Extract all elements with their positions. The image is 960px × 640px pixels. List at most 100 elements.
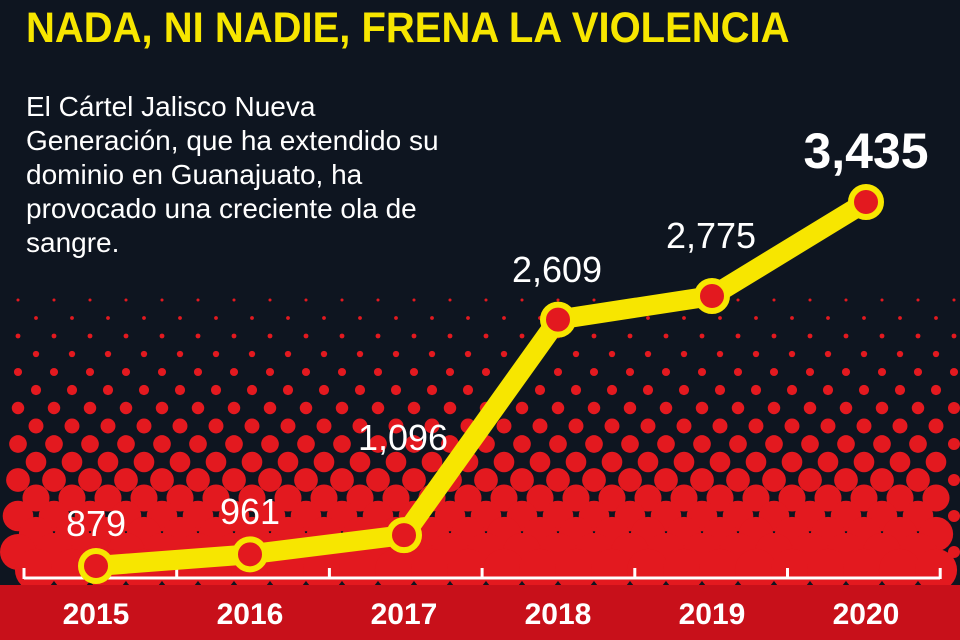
halftone-dot: [634, 484, 662, 512]
halftone-dot: [770, 548, 814, 592]
halftone-dot: [949, 367, 959, 377]
halftone-dot: [153, 435, 171, 453]
halftone-dot: [205, 451, 227, 473]
halftone-dot: [568, 418, 584, 434]
halftone-dot: [16, 298, 20, 302]
halftone-dot: [915, 333, 921, 339]
halftone-dot: [409, 367, 419, 377]
halftone-dot: [302, 548, 346, 592]
halftone-dot: [534, 384, 546, 396]
halftone-dot: [142, 316, 146, 320]
halftone-dot: [928, 418, 944, 434]
halftone-dot: [844, 298, 848, 302]
halftone-dot: [238, 484, 266, 512]
halftone-dot: [911, 401, 925, 415]
halftone-dot: [369, 435, 387, 453]
halftone-dot: [582, 468, 606, 492]
halftone-dot: [589, 367, 599, 377]
halftone-dot: [500, 350, 508, 358]
halftone-dot: [337, 367, 347, 377]
halftone-dot: [318, 384, 330, 396]
halftone-dot: [842, 548, 886, 592]
halftone-dot: [716, 350, 724, 358]
halftone-dot: [886, 484, 914, 512]
halftone-dot: [322, 316, 326, 320]
halftone-dot: [117, 435, 135, 453]
halftone-dot: [676, 418, 692, 434]
halftone-dot: [265, 367, 275, 377]
halftone-dot: [875, 401, 889, 415]
halftone-dot: [608, 350, 616, 358]
halftone-dot: [623, 401, 637, 415]
halftone-dot: [896, 350, 904, 358]
halftone-dot: [284, 350, 292, 358]
halftone-dot: [801, 435, 819, 453]
halftone-dot: [706, 484, 734, 512]
halftone-dot: [42, 468, 66, 492]
halftone-dot: [709, 451, 731, 473]
halftone-dot: [320, 350, 328, 358]
halftone-dot: [136, 418, 152, 434]
halftone-dot: [948, 474, 960, 486]
halftone-dot: [862, 316, 866, 320]
data-point: [232, 536, 268, 573]
halftone-dot: [735, 333, 741, 339]
halftone-dot: [454, 484, 482, 512]
halftone-dot: [25, 451, 47, 473]
halftone-dot: [191, 401, 205, 415]
halftone-dot: [640, 418, 656, 434]
series-line: [86, 192, 876, 576]
halftone-dot: [466, 316, 470, 320]
halftone-dot: [892, 418, 908, 434]
halftone-dot: [626, 548, 670, 592]
halftone-dot: [662, 548, 706, 592]
halftone-dot: [824, 350, 832, 358]
x-axis: 2015 2016 2017 2018 2019 2020: [22, 568, 942, 631]
halftone-dot: [97, 451, 119, 473]
halftone-dot: [210, 384, 222, 396]
halftone-dot: [695, 401, 709, 415]
halftone-dot: [297, 435, 315, 453]
halftone-dot: [808, 298, 812, 302]
halftone-dot: [388, 418, 404, 434]
halftone-dot: [114, 468, 138, 492]
halftone-dot: [745, 451, 767, 473]
halftone-dot: [878, 548, 922, 592]
halftone-dot: [930, 384, 942, 396]
chart-description: El Cártel Jalisco Nueva Generación, que …: [26, 91, 439, 258]
halftone-dot: [88, 298, 92, 302]
halftone-dot: [140, 350, 148, 358]
halftone-dot: [781, 451, 803, 473]
halftone-dot: [268, 298, 272, 302]
halftone-dot: [28, 418, 44, 434]
halftone-dot: [421, 451, 443, 473]
halftone-dot: [445, 367, 455, 377]
halftone-dot: [572, 350, 580, 358]
halftone-dot: [189, 435, 207, 453]
halftone-dot: [678, 384, 690, 396]
data-point: [848, 184, 884, 220]
halftone-dot: [174, 384, 186, 396]
x-tick-label: 2019: [679, 598, 746, 631]
halftone-dot: [515, 401, 529, 415]
halftone-dot: [313, 451, 335, 473]
halftone-dot: [858, 384, 870, 396]
halftone-dot: [490, 484, 518, 512]
data-point: [694, 277, 730, 314]
halftone-dot: [411, 333, 417, 339]
halftone-dot: [637, 451, 659, 473]
halftone-dot: [661, 367, 671, 377]
halftone-dot: [157, 367, 167, 377]
halftone-dot: [85, 367, 95, 377]
halftone-dot: [784, 418, 800, 434]
halftone-dot: [850, 484, 878, 512]
halftone-dot: [316, 418, 332, 434]
halftone-dot: [693, 435, 711, 453]
halftone-dot: [618, 468, 642, 492]
halftone-dot: [231, 333, 237, 339]
halftone-dot: [102, 384, 114, 396]
halftone-dot: [513, 435, 531, 453]
halftone-dot: [155, 401, 169, 415]
halftone-dot: [376, 298, 380, 302]
halftone-dot: [934, 316, 938, 320]
